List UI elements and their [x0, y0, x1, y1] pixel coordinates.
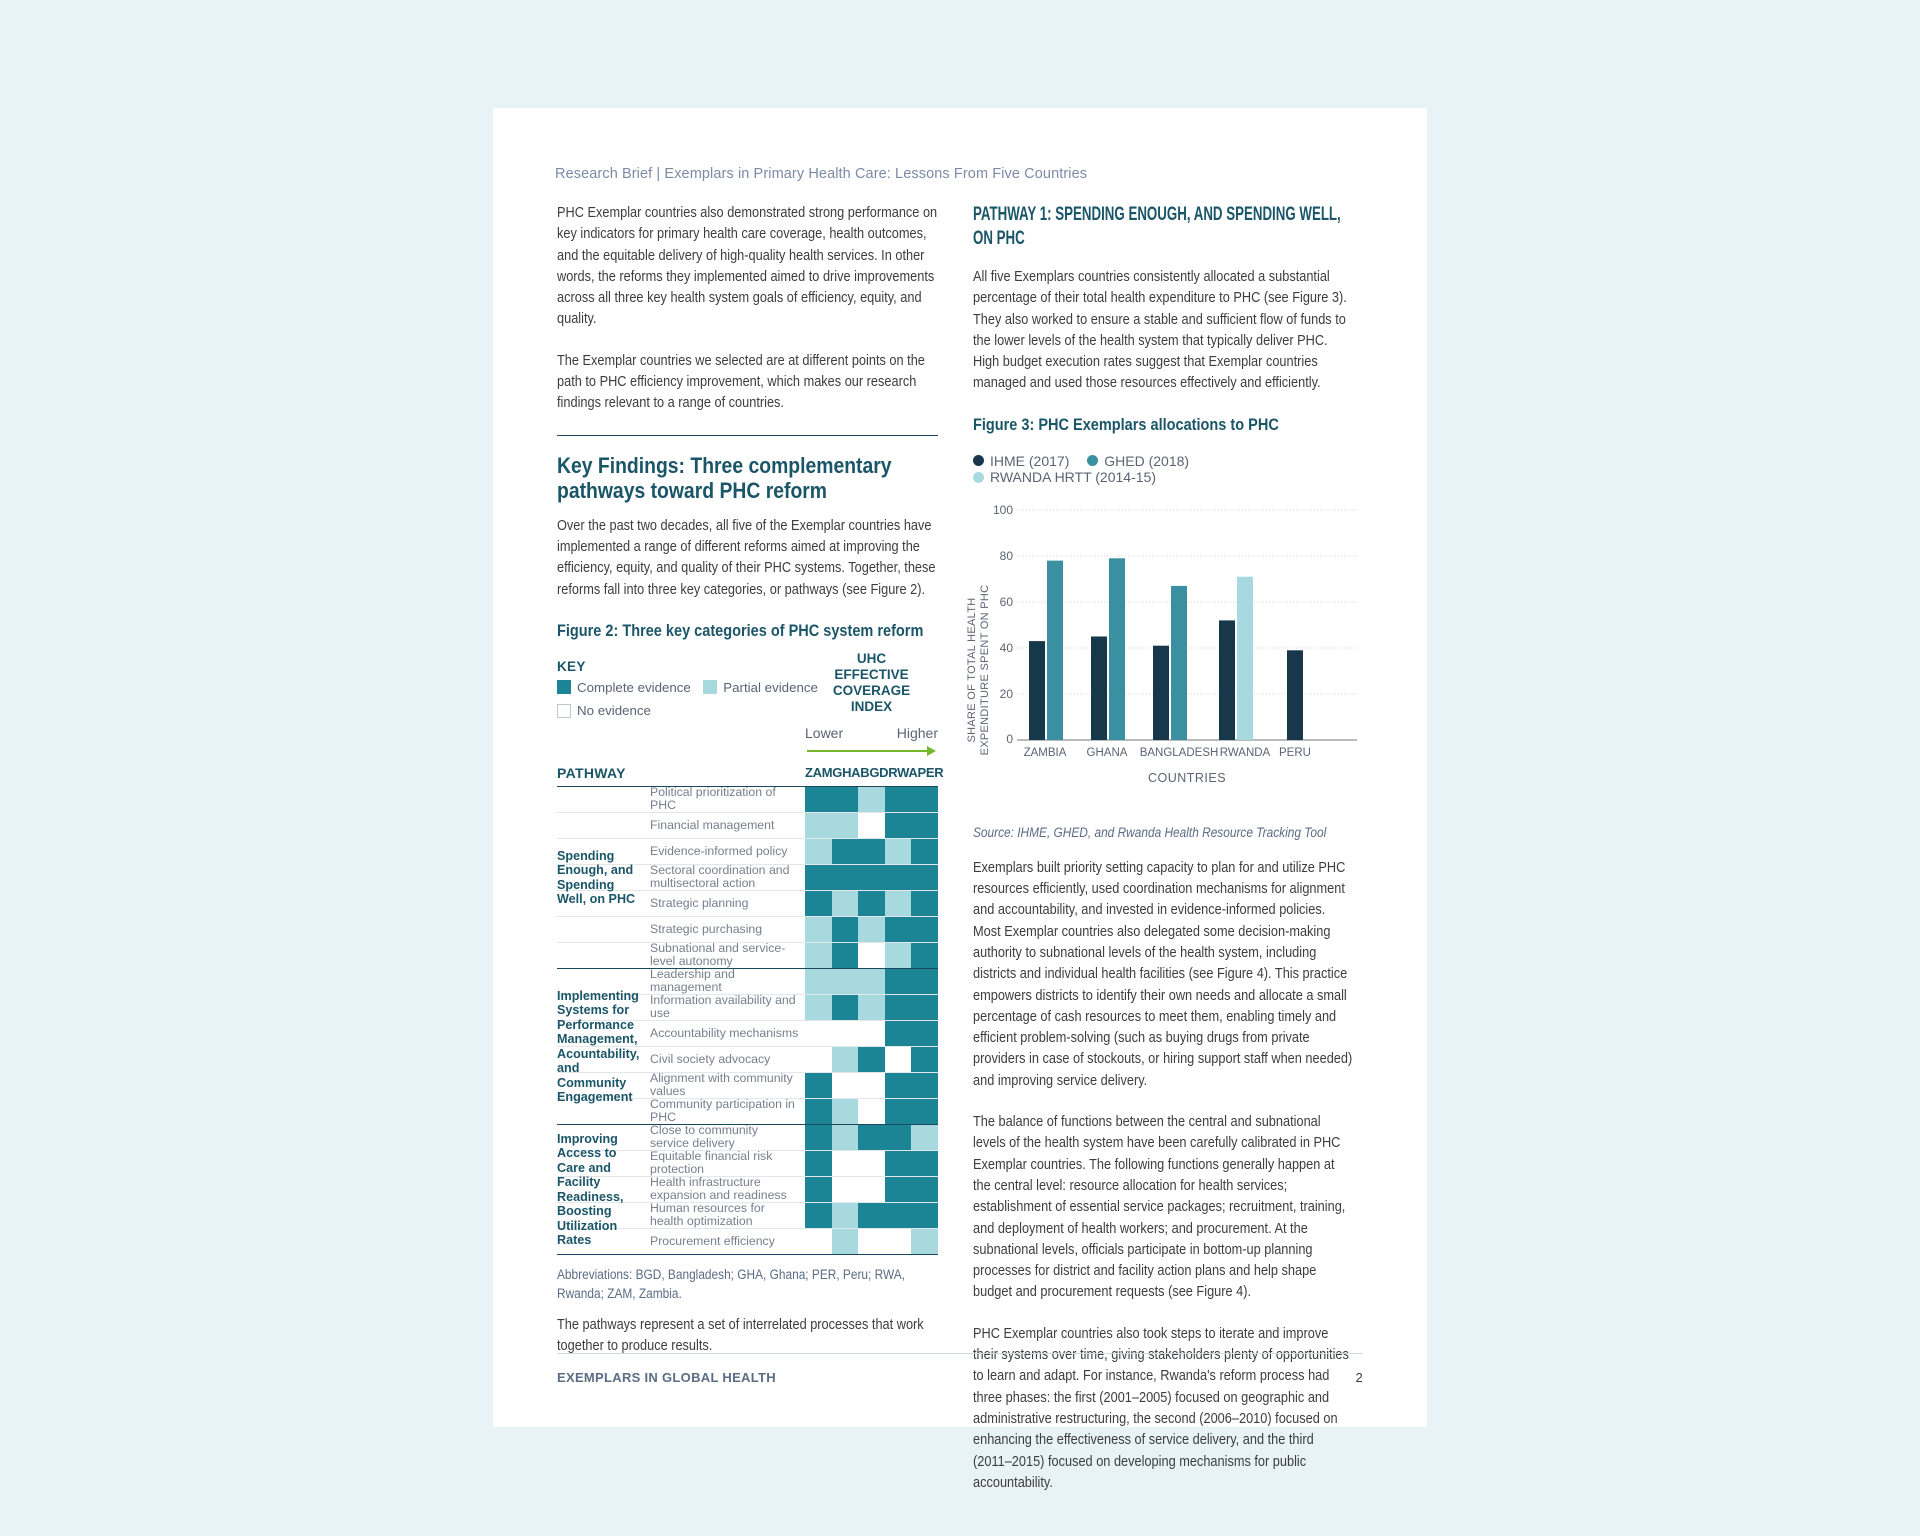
svg-text:EXPENDITURE SPENT ON PHC: EXPENDITURE SPENT ON PHC — [979, 584, 991, 755]
svg-text:60: 60 — [1000, 595, 1014, 609]
svg-text:20: 20 — [1000, 687, 1014, 701]
svg-text:40: 40 — [1000, 641, 1014, 655]
svg-text:ZAMBIA: ZAMBIA — [1024, 747, 1067, 759]
svg-text:100: 100 — [993, 503, 1013, 517]
svg-text:SHARE OF TOTAL HEALTH: SHARE OF TOTAL HEALTH — [966, 597, 978, 742]
svg-text:0: 0 — [1006, 732, 1013, 746]
svg-text:RWANDA: RWANDA — [1220, 747, 1271, 759]
svg-text:80: 80 — [1000, 549, 1014, 563]
svg-text:COUNTRIES: COUNTRIES — [1148, 771, 1226, 785]
svg-text:BANGLADESH: BANGLADESH — [1140, 747, 1219, 759]
svg-text:GHANA: GHANA — [1087, 747, 1128, 759]
svg-text:PERU: PERU — [1279, 747, 1311, 759]
